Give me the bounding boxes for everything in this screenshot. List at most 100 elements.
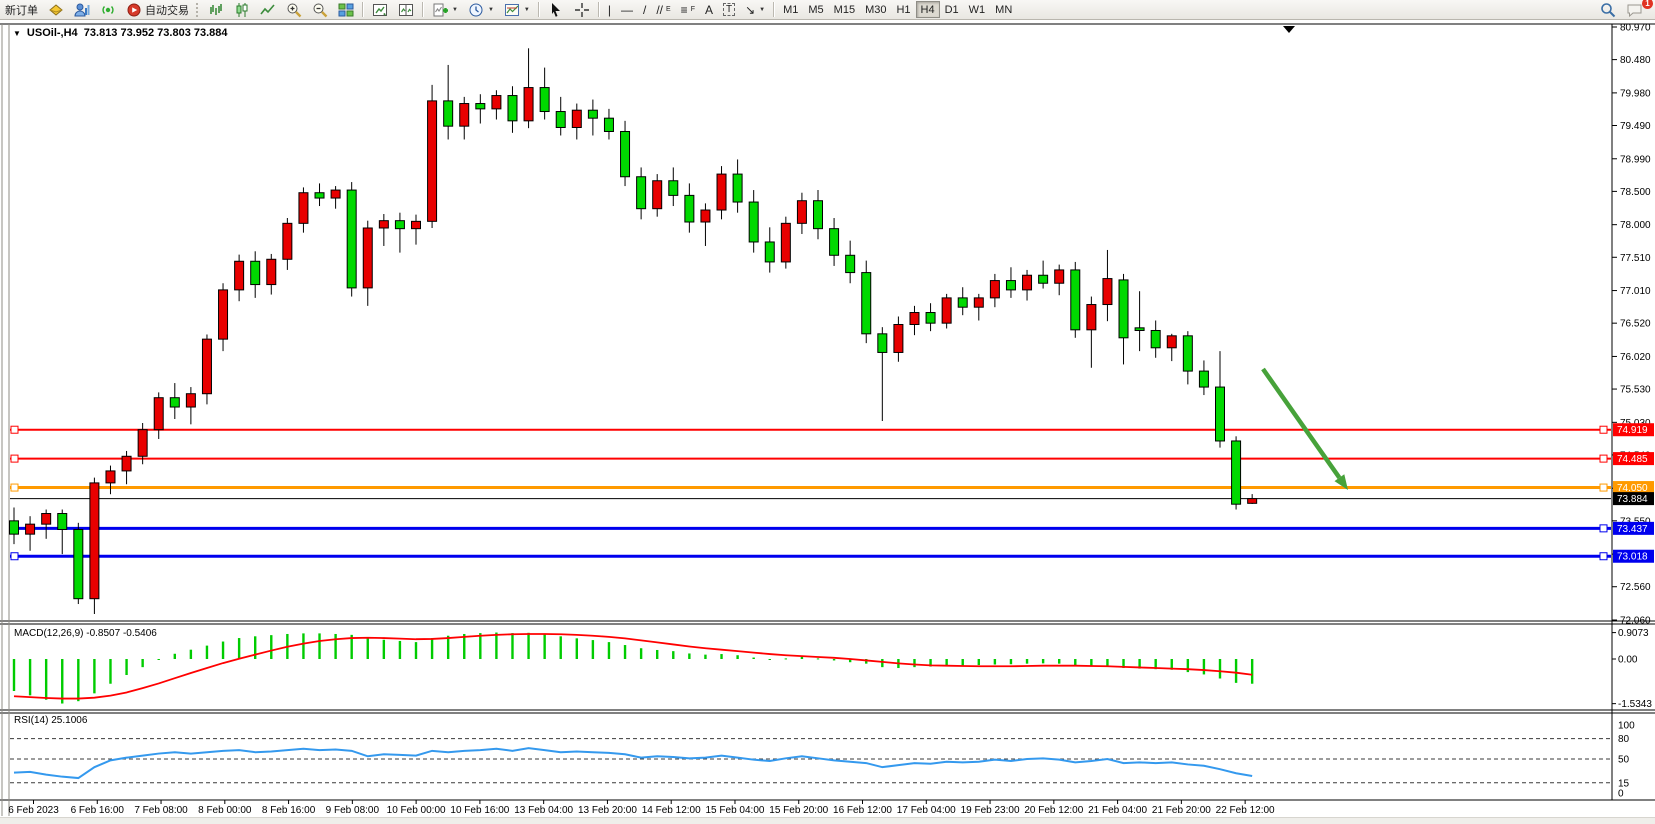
current-price-badge bbox=[1613, 492, 1654, 506]
timeframe-d1-button[interactable]: D1 bbox=[940, 1, 964, 18]
timeframe-m30-button[interactable]: M30 bbox=[860, 1, 891, 18]
level-anchor-marker[interactable] bbox=[1599, 454, 1608, 463]
candlestick bbox=[716, 173, 727, 211]
macd-histogram-bar bbox=[495, 632, 498, 659]
tile-windows-button[interactable] bbox=[333, 1, 359, 18]
candlestick bbox=[684, 194, 695, 223]
level-anchor-marker[interactable] bbox=[10, 552, 19, 561]
macd-histogram-bar bbox=[720, 654, 723, 659]
candlestick-chart-button[interactable] bbox=[229, 1, 255, 18]
level-anchor-marker[interactable] bbox=[1599, 552, 1608, 561]
chart-symbol-title[interactable]: ▼ USOil-,H4 73.813 73.952 73.803 73.884 bbox=[13, 27, 228, 39]
macd-histogram-bar bbox=[977, 659, 980, 666]
text-tool-button[interactable]: A bbox=[700, 1, 718, 18]
macd-histogram-bar bbox=[109, 659, 112, 684]
dropdown-arrow-icon: ▼ bbox=[759, 6, 766, 13]
price-level-badge bbox=[1613, 549, 1654, 563]
search-button[interactable] bbox=[1595, 1, 1621, 18]
time-axis-label: 15 Feb 20:00 bbox=[769, 805, 828, 816]
time-axis-label: 20 Feb 12:00 bbox=[1024, 805, 1083, 816]
candlestick bbox=[780, 222, 791, 263]
trend-arrow-head[interactable] bbox=[1334, 474, 1348, 490]
price-tick-label: 72.560 bbox=[1620, 582, 1651, 593]
periods-button[interactable]: ▼ bbox=[463, 1, 499, 18]
zoom-out-button[interactable] bbox=[307, 1, 333, 18]
vertical-line-tool-button[interactable]: | bbox=[603, 1, 616, 18]
level-anchor-marker[interactable] bbox=[10, 425, 19, 434]
level-anchor-marker[interactable] bbox=[1599, 425, 1608, 434]
text-label-tool-button[interactable]: T bbox=[718, 1, 740, 18]
candlestick bbox=[250, 260, 261, 286]
candlestick bbox=[1102, 278, 1113, 306]
level-anchor-marker[interactable] bbox=[1599, 524, 1608, 533]
tile-charts-button[interactable] bbox=[393, 1, 419, 18]
macd-histogram-bar bbox=[12, 659, 16, 692]
candlestick bbox=[1150, 329, 1161, 349]
time-axis-label: 8 Feb 00:00 bbox=[198, 805, 252, 816]
candlestick bbox=[1231, 440, 1242, 505]
dropdown-arrow-icon: ▼ bbox=[487, 6, 494, 13]
timeframe-m1-button[interactable]: M1 bbox=[778, 1, 803, 18]
chart-dropdown-icon[interactable]: ▼ bbox=[13, 29, 21, 38]
timeframe-m15-button[interactable]: M15 bbox=[829, 1, 860, 18]
add-indicator-button[interactable]: ▼ bbox=[427, 1, 463, 18]
timeframe-h4-button[interactable]: H4 bbox=[915, 1, 940, 18]
candlestick bbox=[539, 87, 550, 113]
orders-button[interactable] bbox=[43, 1, 69, 18]
candlestick bbox=[218, 289, 229, 340]
candlestick bbox=[925, 312, 936, 324]
candlestick bbox=[732, 173, 743, 203]
price-level-badge-label: 74.919 bbox=[1617, 425, 1648, 436]
candlestick bbox=[9, 520, 19, 535]
chart-shift-marker-icon[interactable] bbox=[1283, 26, 1295, 33]
macd-histogram-bar bbox=[28, 659, 32, 696]
candlestick bbox=[1086, 304, 1097, 331]
market-depth-button[interactable] bbox=[69, 1, 95, 18]
timeframe-w1-button[interactable]: W1 bbox=[964, 1, 991, 18]
autotrade-button[interactable]: 自动交易 bbox=[121, 1, 194, 18]
price-level-badge-label: 73.437 bbox=[1617, 524, 1648, 535]
bar-chart-button[interactable] bbox=[203, 1, 229, 18]
timeframe-h1-button[interactable]: H1 bbox=[891, 1, 915, 18]
level-anchor-marker[interactable] bbox=[10, 483, 19, 492]
new-order-button[interactable]: 新订单 bbox=[0, 1, 43, 18]
level-anchor-marker[interactable] bbox=[10, 454, 19, 463]
candlestick bbox=[1070, 269, 1081, 331]
candlestick bbox=[877, 333, 888, 353]
arrange-charts-button[interactable] bbox=[367, 1, 393, 18]
macd-histogram-bar bbox=[688, 653, 691, 659]
signals-button[interactable] bbox=[95, 1, 121, 18]
fibonacci-tool-button[interactable]: ≡ F bbox=[676, 1, 700, 18]
macd-histogram-bar bbox=[527, 632, 530, 659]
macd-histogram-bar bbox=[141, 659, 144, 668]
templates-button[interactable]: ▼ bbox=[499, 1, 535, 18]
text-tool-icon: A bbox=[704, 2, 713, 17]
macd-histogram-bar bbox=[479, 633, 482, 659]
candlestick bbox=[1022, 274, 1033, 291]
macd-histogram-bar bbox=[1106, 659, 1109, 666]
price-tick-label: 78.000 bbox=[1620, 220, 1651, 231]
timeframe-m5-button[interactable]: M5 bbox=[803, 1, 828, 18]
notification-badge: 1 bbox=[1642, 0, 1653, 9]
crosshair-tool-button[interactable] bbox=[569, 1, 595, 18]
candlestick bbox=[603, 117, 614, 132]
horizontal-line-tool-button[interactable]: — bbox=[616, 1, 638, 18]
candlestick bbox=[330, 189, 341, 199]
timeframe-mn-button[interactable]: MN bbox=[990, 1, 1017, 18]
notifications-button[interactable]: 1 bbox=[1621, 0, 1653, 18]
templates-icon bbox=[504, 3, 519, 16]
trendline-tool-button[interactable]: / bbox=[638, 1, 651, 18]
candlestick bbox=[620, 130, 631, 178]
cursor-tool-button[interactable] bbox=[543, 1, 569, 18]
macd-histogram-bar bbox=[77, 659, 80, 702]
trend-arrow-line[interactable] bbox=[1261, 367, 1342, 480]
level-anchor-marker[interactable] bbox=[1599, 483, 1608, 492]
line-chart-button[interactable] bbox=[255, 1, 281, 18]
price-tick-label: 79.980 bbox=[1620, 88, 1651, 99]
toolbar-drag-handle[interactable] bbox=[196, 2, 201, 17]
arrows-tool-button[interactable]: ↘ ▼ bbox=[740, 1, 770, 18]
macd-histogram-bar bbox=[366, 637, 369, 659]
equidistant-channel-tool-button[interactable]: //E bbox=[651, 1, 675, 18]
zoom-in-button[interactable] bbox=[281, 1, 307, 18]
